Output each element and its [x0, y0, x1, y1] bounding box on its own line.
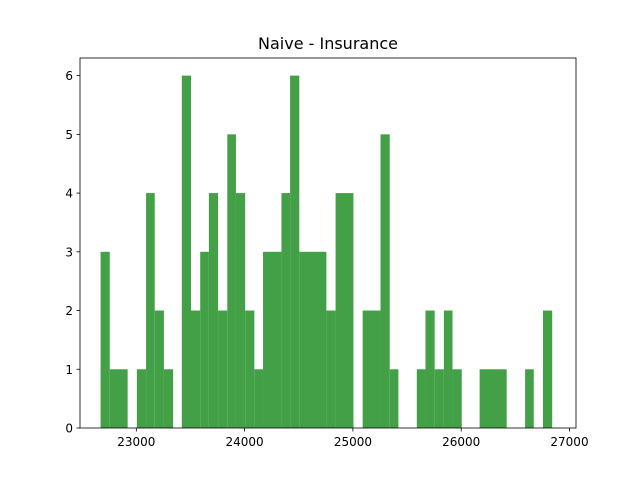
histogram-bar [525, 369, 534, 428]
x-tick-label: 27000 [550, 435, 588, 449]
histogram-bar [389, 369, 399, 428]
histogram-bar [100, 251, 110, 428]
chart-title: Naive - Insurance [258, 34, 398, 53]
y-tick-label: 1 [65, 363, 73, 377]
histogram-bar [235, 193, 246, 428]
histogram-bar [380, 134, 390, 428]
histogram-bar [479, 369, 507, 428]
histogram-bar [208, 193, 219, 428]
histogram-bar [146, 193, 155, 428]
histogram-bar [362, 310, 381, 428]
plot-frame [79, 57, 577, 429]
histogram-bar [299, 251, 327, 428]
histogram-bars [100, 75, 553, 428]
histogram-bar [326, 310, 336, 428]
x-tick-label: 26000 [442, 435, 480, 449]
histogram-bar [254, 369, 264, 428]
histogram-bar [245, 310, 255, 428]
histogram-bar [281, 193, 291, 428]
histogram-bar [263, 251, 282, 428]
histogram-bar [542, 310, 553, 428]
histogram-bar [154, 310, 164, 428]
histogram-bar [218, 310, 228, 428]
y-tick-label: 2 [65, 304, 73, 318]
y-tick-label: 3 [65, 245, 73, 259]
y-tick-label: 5 [65, 128, 73, 142]
histogram-bar [191, 310, 201, 428]
x-axis: 23000 24000 25000 26000 27000 [117, 428, 589, 449]
x-tick-label: 24000 [226, 435, 264, 449]
histogram-bar [227, 134, 236, 428]
histogram-bar [425, 310, 435, 428]
y-tick-label: 6 [65, 69, 73, 83]
histogram-bar [118, 369, 128, 428]
histogram-bar [109, 369, 119, 428]
histogram-bar [443, 310, 453, 428]
y-tick-label: 4 [65, 187, 73, 201]
histogram-bar [200, 251, 209, 428]
histogram-bar [136, 369, 147, 428]
histogram-bar [163, 369, 174, 428]
y-tick-label: 0 [65, 422, 73, 436]
histogram-bar [335, 193, 354, 428]
histogram-bar [181, 75, 192, 428]
histogram-bar [452, 369, 462, 428]
x-tick-label: 23000 [117, 435, 155, 449]
y-axis: 0 1 2 3 4 5 6 [65, 69, 80, 436]
histogram-bar [290, 75, 300, 428]
x-tick-label: 25000 [334, 435, 372, 449]
histogram-bar [434, 369, 444, 428]
histogram-bar [416, 369, 426, 428]
